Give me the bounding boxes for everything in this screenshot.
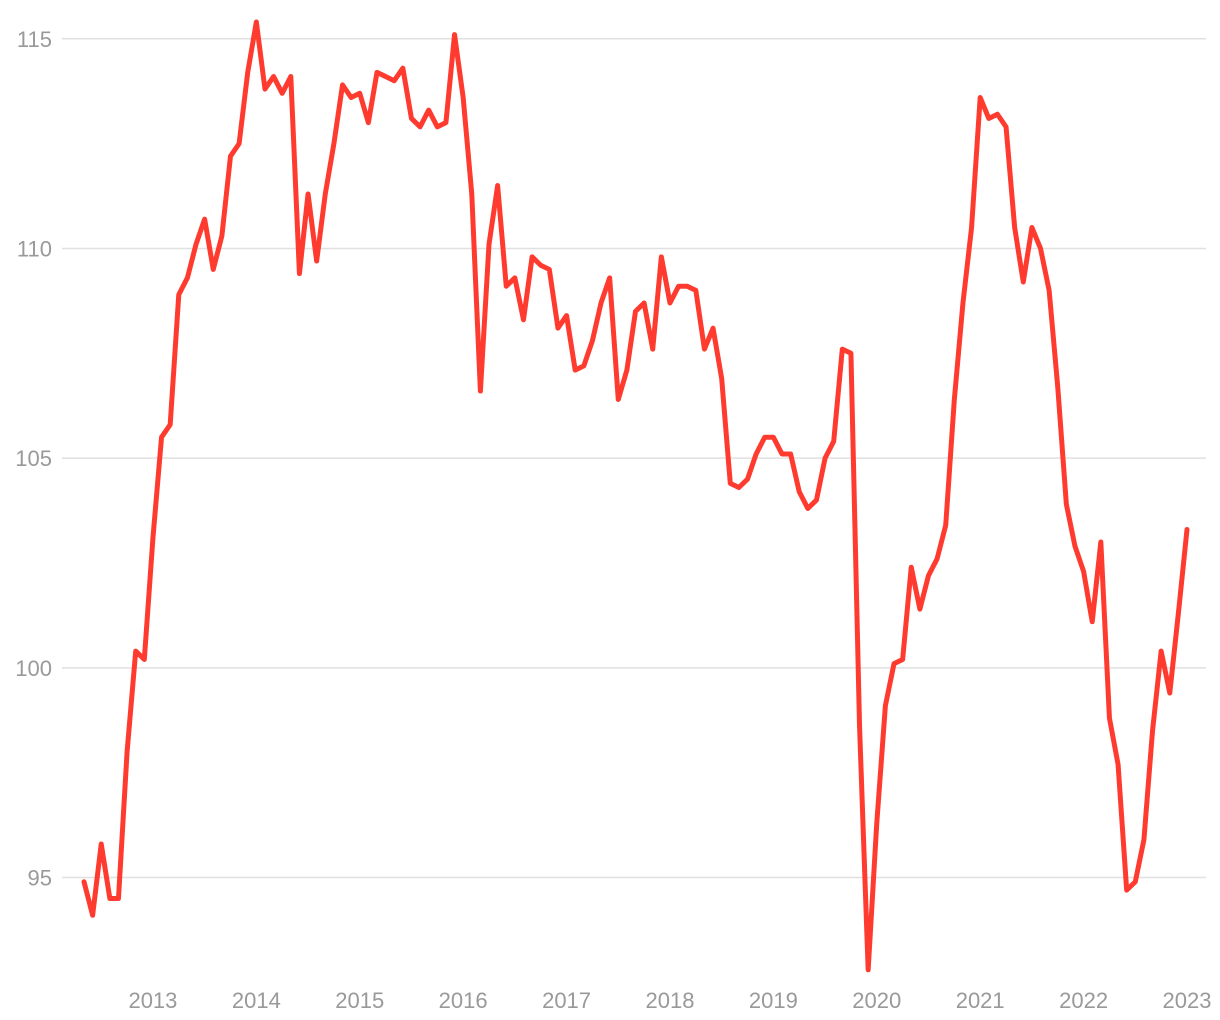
y-tick-label: 110 xyxy=(17,236,52,261)
x-tick-label: 2013 xyxy=(128,988,177,1013)
y-tick-label: 100 xyxy=(15,656,52,681)
x-tick-label: 2017 xyxy=(542,988,591,1013)
x-tick-label: 2019 xyxy=(749,988,798,1013)
y-tick-label: 115 xyxy=(17,27,52,52)
x-tick-label: 2023 xyxy=(1163,988,1212,1013)
x-tick-label: 2020 xyxy=(852,988,901,1013)
x-tick-label: 2016 xyxy=(439,988,488,1013)
x-tick-label: 2014 xyxy=(232,988,281,1013)
x-tick-label: 2021 xyxy=(956,988,1005,1013)
y-tick-label: 95 xyxy=(28,866,52,891)
x-tick-label: 2022 xyxy=(1059,988,1108,1013)
y-axis-ticks: 95 100 105 110 115 xyxy=(15,27,52,891)
x-tick-label: 2018 xyxy=(645,988,694,1013)
y-gridlines xyxy=(62,38,1206,879)
x-tick-label: 2015 xyxy=(335,988,384,1013)
y-tick-label: 105 xyxy=(15,446,52,471)
x-axis-ticks: 2013 2014 2015 2016 2017 2018 2019 2020 2021 2022… xyxy=(128,988,1211,1013)
series-line xyxy=(81,19,1190,973)
